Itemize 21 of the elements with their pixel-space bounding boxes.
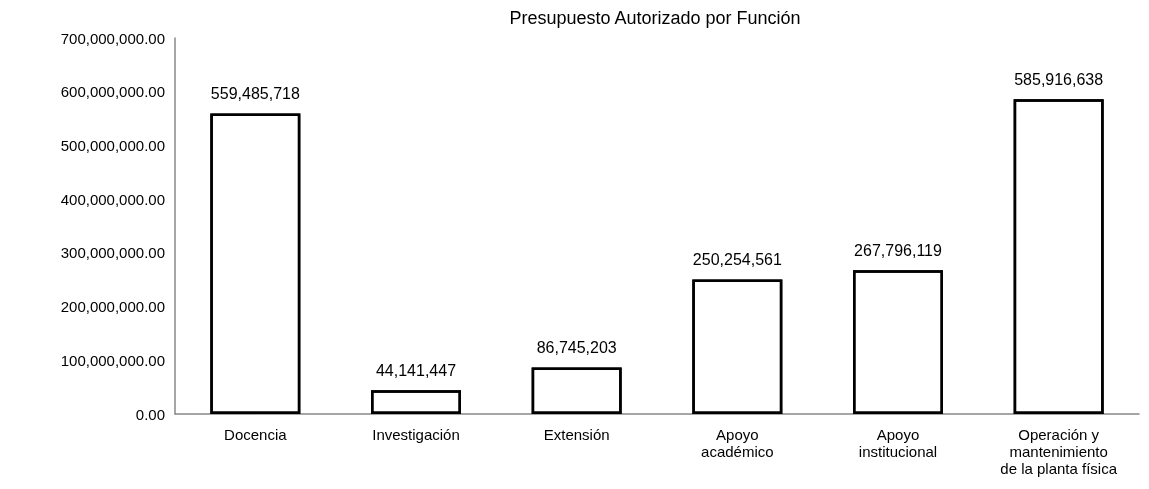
data-label: 250,254,561 bbox=[692, 251, 782, 269]
y-tick-label: 0.00 bbox=[135, 405, 165, 423]
x-tick-label: Apoyo institucional bbox=[858, 426, 938, 460]
x-tick-label: Operación y mantenimiento de la planta física bbox=[1000, 426, 1118, 477]
y-tick-label: 400,000,000.00 bbox=[60, 190, 165, 208]
data-label: 44,141,447 bbox=[375, 361, 457, 379]
y-tick-label: 700,000,000.00 bbox=[60, 29, 165, 47]
y-tick-label: 300,000,000.00 bbox=[60, 244, 165, 262]
x-tick-label: Apoyo académico bbox=[701, 426, 774, 460]
chart-title: Presupuesto Autorizado por Función bbox=[509, 8, 801, 28]
data-label: 267,796,119 bbox=[854, 241, 942, 259]
data-label: 86,745,203 bbox=[536, 338, 617, 356]
x-tick-label: Docencia bbox=[224, 426, 288, 443]
y-tick-label: 200,000,000.00 bbox=[60, 298, 165, 316]
data-label: 585,916,638 bbox=[1014, 70, 1104, 88]
data-label: 559,485,718 bbox=[210, 84, 300, 102]
x-tick-label: Investigación bbox=[372, 426, 460, 443]
x-tick-label: Extensión bbox=[543, 426, 610, 443]
y-tick-label: 600,000,000.00 bbox=[60, 83, 165, 101]
y-tick-label: 500,000,000.00 bbox=[60, 136, 165, 154]
y-tick-label: 100,000,000.00 bbox=[60, 351, 165, 369]
